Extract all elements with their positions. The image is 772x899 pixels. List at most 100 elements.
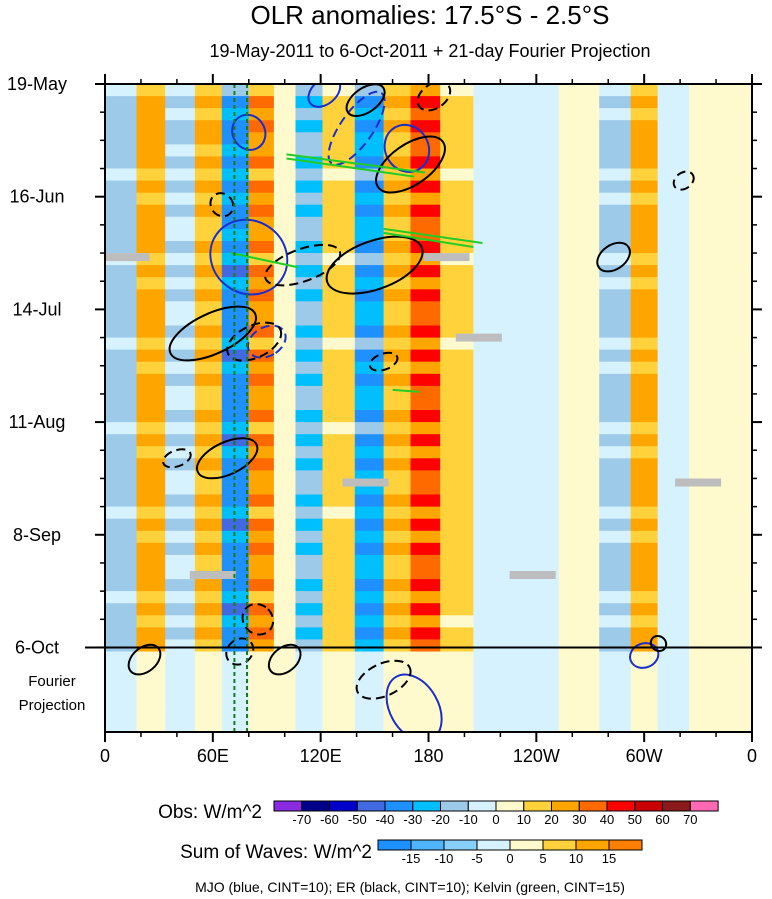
olr-cell: [630, 554, 659, 568]
olr-cell: [322, 144, 356, 158]
olr-cell: [599, 349, 632, 363]
olr-cell: [722, 168, 752, 182]
colorbar-swatch: [301, 800, 331, 812]
olr-cell: [383, 470, 412, 484]
olr-cell: [473, 554, 515, 568]
olr-cell: [273, 301, 297, 314]
olr-cell: [354, 253, 385, 266]
olr-cell: [383, 724, 412, 732]
olr-cell: [322, 458, 356, 471]
olr-cell: [354, 144, 385, 158]
olr-cell: [383, 615, 412, 628]
olr-cell: [273, 603, 297, 616]
olr-cell: [440, 458, 474, 471]
olr-cell: [630, 277, 659, 290]
olr-cell: [165, 482, 196, 496]
olr-cell: [513, 253, 560, 266]
olr-cell: [248, 422, 275, 435]
olr-cell: [273, 724, 297, 732]
olr-cell: [689, 108, 723, 121]
olr-cell: [295, 180, 324, 194]
olr-cell: [105, 627, 138, 641]
colorbar-swatch: [476, 839, 511, 851]
olr-cell: [513, 168, 560, 182]
olr-cell: [689, 639, 723, 653]
olr-cell: [599, 301, 632, 314]
olr-cell: [105, 180, 138, 194]
olr-cell: [273, 132, 297, 145]
olr-cell: [513, 277, 560, 290]
obs-colorbar-label: Obs: W/m^2: [158, 802, 262, 823]
olr-cell: [689, 253, 723, 266]
olr-cell: [136, 241, 166, 254]
colorbar-level: -5: [471, 851, 483, 866]
olr-cell: [599, 724, 632, 732]
olr-cell: [410, 651, 441, 665]
olr-cell: [354, 615, 385, 628]
olr-cell: [689, 458, 723, 471]
olr-cell: [689, 579, 723, 592]
olr-cell: [473, 651, 515, 665]
olr-cell: [599, 313, 632, 327]
olr-cell: [295, 554, 324, 568]
olr-cell: [354, 180, 385, 194]
olr-cell: [165, 289, 196, 302]
olr-cell: [295, 494, 324, 508]
olr-cell: [410, 180, 441, 194]
olr-cell: [599, 542, 632, 556]
olr-cell: [513, 216, 560, 230]
olr-cell: [136, 277, 166, 290]
olr-cell: [194, 313, 223, 327]
olr-cell: [630, 579, 659, 592]
olr-cell: [273, 180, 297, 194]
olr-cell: [105, 301, 138, 314]
olr-cell: [165, 494, 196, 508]
olr-cell: [630, 724, 659, 732]
olr-cell: [273, 337, 297, 351]
plot-area: [105, 84, 752, 732]
olr-cell: [440, 530, 474, 544]
olr-cell: [248, 84, 275, 97]
olr-cell: [722, 675, 752, 689]
olr-cell: [194, 470, 223, 484]
olr-cell: [248, 337, 275, 351]
olr-cell: [136, 675, 166, 689]
olr-cell: [273, 434, 297, 447]
olr-cell: [136, 530, 166, 544]
olr-cell: [558, 96, 600, 109]
olr-cell: [248, 108, 275, 121]
olr-cell: [722, 289, 752, 302]
olr-cell: [513, 96, 560, 109]
olr-cell: [630, 699, 659, 713]
olr-cell: [273, 204, 297, 218]
olr-cell: [440, 711, 474, 725]
olr-cell: [295, 289, 324, 302]
olr-cell: [657, 385, 690, 399]
olr-cell: [630, 506, 659, 520]
olr-cell: [513, 180, 560, 194]
olr-cell: [194, 168, 223, 182]
olr-cell: [440, 168, 474, 182]
olr-cell: [599, 84, 632, 97]
olr-cell: [273, 470, 297, 484]
olr-cell: [599, 337, 632, 351]
olr-cell: [383, 385, 412, 399]
olr-cell: [194, 373, 223, 387]
olr-cell: [383, 361, 412, 375]
olr-cell: [221, 132, 250, 145]
olr-cell: [136, 518, 166, 532]
olr-cell: [322, 542, 356, 556]
olr-cell: [513, 120, 560, 133]
olr-cell: [599, 144, 632, 158]
olr-cell: [248, 397, 275, 411]
olr-cell: [513, 192, 560, 206]
olr-cell: [630, 337, 659, 351]
olr-cell: [558, 554, 600, 568]
colorbar-swatch: [634, 800, 664, 812]
olr-cell: [513, 615, 560, 628]
olr-cell: [599, 434, 632, 447]
olr-cell: [440, 144, 474, 158]
colorbar-level: 0: [492, 812, 499, 827]
olr-cell: [473, 591, 515, 604]
olr-cell: [295, 663, 324, 677]
